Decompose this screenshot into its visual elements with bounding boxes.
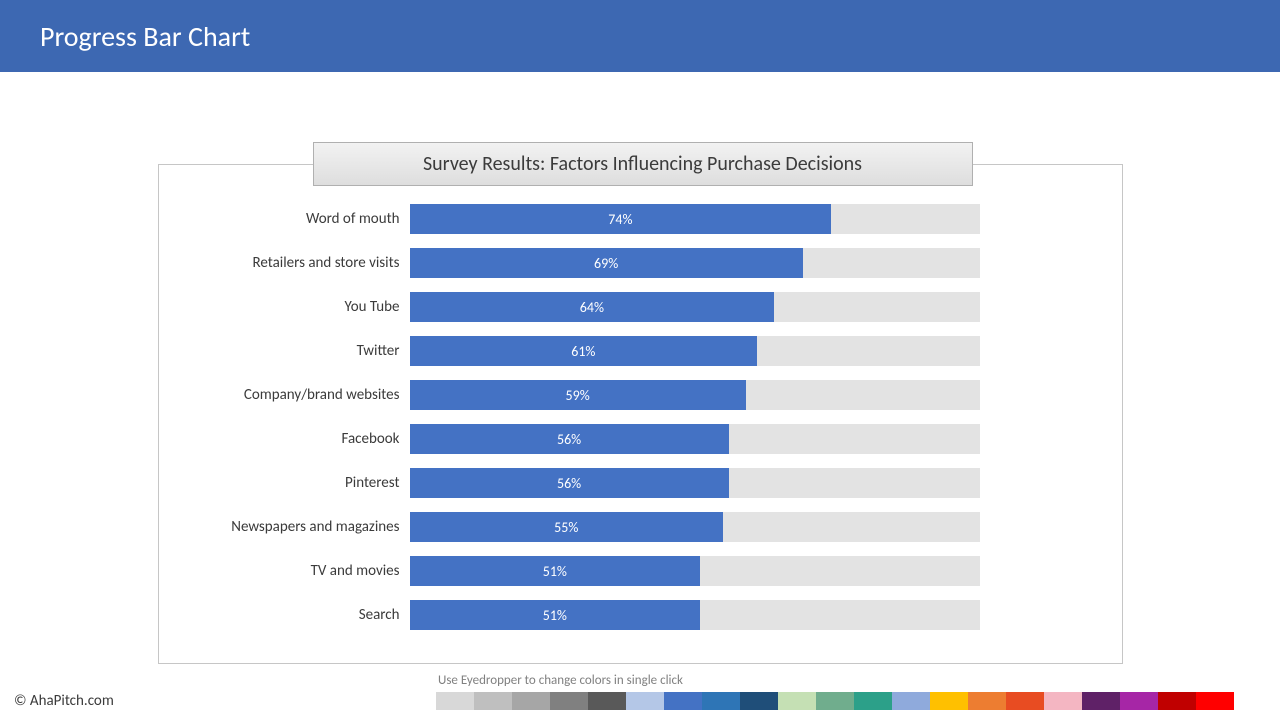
- palette-hint: Use Eyedropper to change colors in singl…: [438, 673, 683, 688]
- header-bar: Progress Bar Chart: [0, 0, 1280, 72]
- bar-track: 51%: [410, 556, 980, 586]
- palette-swatch[interactable]: [1044, 692, 1082, 710]
- palette-swatch[interactable]: [892, 692, 930, 710]
- bar-row: Twitter61%: [178, 336, 1103, 366]
- bar-track: 56%: [410, 424, 980, 454]
- bar-track: 69%: [410, 248, 980, 278]
- bar-label: Word of mouth: [178, 210, 410, 228]
- palette-swatch[interactable]: [1120, 692, 1158, 710]
- bar-fill: 69%: [410, 248, 803, 278]
- palette-swatch[interactable]: [626, 692, 664, 710]
- header-title: Progress Bar Chart: [40, 19, 250, 54]
- palette-swatch[interactable]: [512, 692, 550, 710]
- bar-track: 56%: [410, 468, 980, 498]
- bar-row: TV and movies51%: [178, 556, 1103, 586]
- bar-track: 61%: [410, 336, 980, 366]
- bar-fill: 56%: [410, 468, 729, 498]
- palette-swatch[interactable]: [436, 692, 474, 710]
- bar-row: Pinterest56%: [178, 468, 1103, 498]
- chart-container: Survey Results: Factors Influencing Purc…: [158, 142, 1123, 664]
- palette-swatch[interactable]: [664, 692, 702, 710]
- bar-label: Company/brand websites: [178, 386, 410, 404]
- palette-swatch[interactable]: [1158, 692, 1196, 710]
- bar-label: You Tube: [178, 298, 410, 316]
- palette-swatch[interactable]: [1082, 692, 1120, 710]
- bar-label: Facebook: [178, 430, 410, 448]
- bar-track: 74%: [410, 204, 980, 234]
- palette-swatch[interactable]: [474, 692, 512, 710]
- copyright: © AhaPitch.com: [14, 692, 114, 710]
- bar-row: Facebook56%: [178, 424, 1103, 454]
- palette-swatch[interactable]: [702, 692, 740, 710]
- bar-label: Retailers and store visits: [178, 254, 410, 272]
- palette-swatch[interactable]: [930, 692, 968, 710]
- bar-label: Pinterest: [178, 474, 410, 492]
- chart-title: Survey Results: Factors Influencing Purc…: [313, 142, 973, 186]
- bar-fill: 64%: [410, 292, 775, 322]
- palette-swatch[interactable]: [778, 692, 816, 710]
- bar-label: Twitter: [178, 342, 410, 360]
- bar-fill: 56%: [410, 424, 729, 454]
- bar-track: 51%: [410, 600, 980, 630]
- bar-row: Newspapers and magazines55%: [178, 512, 1103, 542]
- bar-fill: 59%: [410, 380, 746, 410]
- bars-area: Word of mouth74% Retailers and store visi…: [158, 204, 1123, 664]
- palette-swatch[interactable]: [968, 692, 1006, 710]
- palette-swatch[interactable]: [550, 692, 588, 710]
- palette-swatch[interactable]: [816, 692, 854, 710]
- bar-row: You Tube64%: [178, 292, 1103, 322]
- bar-row: Search51%: [178, 600, 1103, 630]
- bar-fill: 55%: [410, 512, 724, 542]
- palette-swatch[interactable]: [588, 692, 626, 710]
- bar-fill: 51%: [410, 600, 701, 630]
- bar-track: 59%: [410, 380, 980, 410]
- bar-label: Newspapers and magazines: [178, 518, 410, 536]
- bar-fill: 61%: [410, 336, 758, 366]
- color-palette: [436, 692, 1234, 710]
- bar-fill: 74%: [410, 204, 832, 234]
- bar-track: 64%: [410, 292, 980, 322]
- palette-swatch[interactable]: [1196, 692, 1234, 710]
- bar-fill: 51%: [410, 556, 701, 586]
- bar-row: Retailers and store visits69%: [178, 248, 1103, 278]
- bar-row: Company/brand websites59%: [178, 380, 1103, 410]
- palette-swatch[interactable]: [740, 692, 778, 710]
- bar-row: Word of mouth74%: [178, 204, 1103, 234]
- bar-label: Search: [178, 606, 410, 624]
- palette-swatch[interactable]: [854, 692, 892, 710]
- footer: © AhaPitch.com Use Eyedropper to change …: [0, 684, 1280, 710]
- bar-track: 55%: [410, 512, 980, 542]
- palette-swatch[interactable]: [1006, 692, 1044, 710]
- bar-label: TV and movies: [178, 562, 410, 580]
